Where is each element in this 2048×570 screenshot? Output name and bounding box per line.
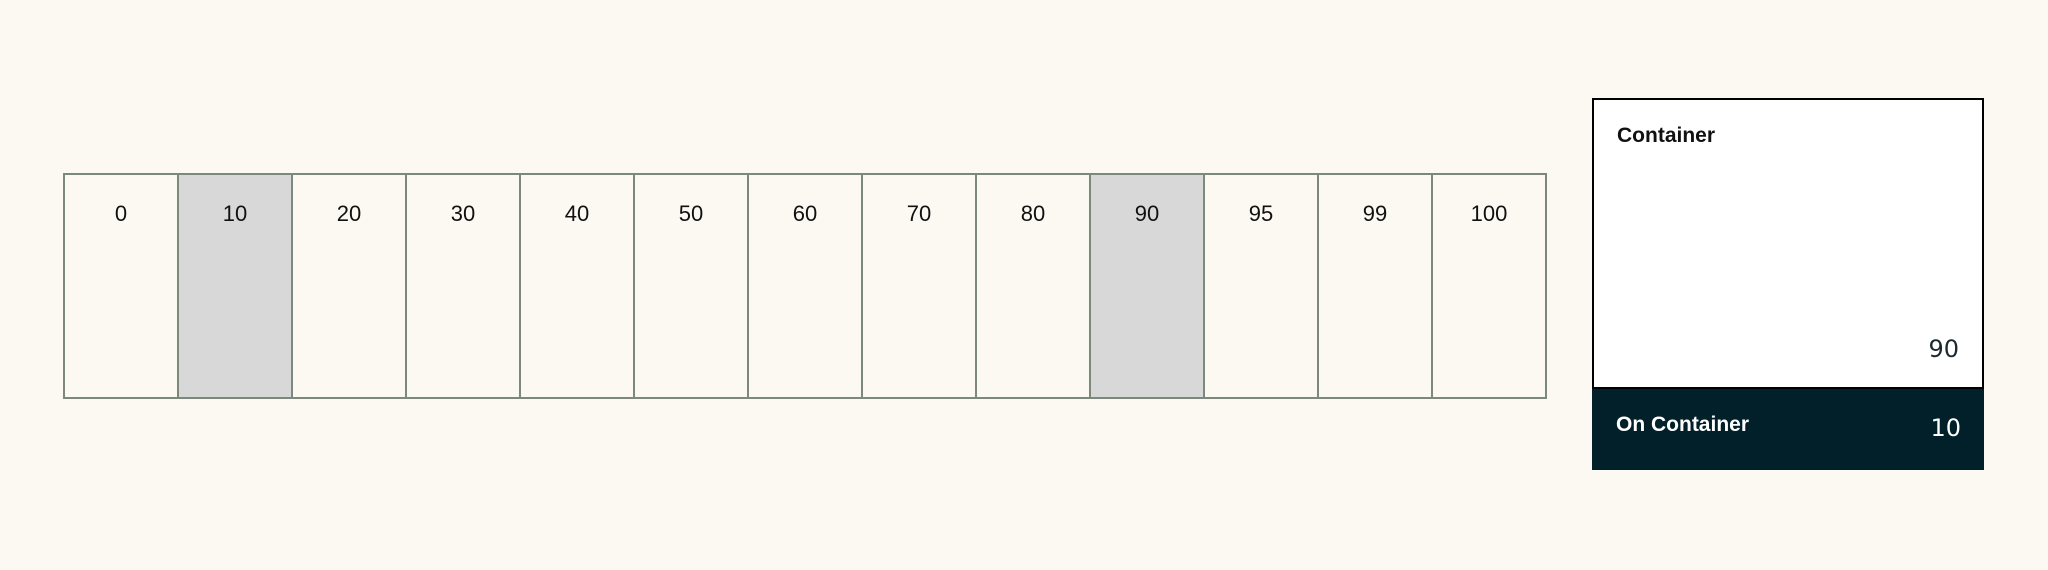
tone-label: 0 xyxy=(114,201,128,226)
tone-cell-30: 30 xyxy=(407,175,521,397)
tonal-scale-strip: 0 10 20 30 40 50 60 70 80 90 95 99 100 xyxy=(63,173,1547,399)
tone-label: 95 xyxy=(1248,201,1274,226)
color-role-panel: Container 90 On Container 10 xyxy=(1592,98,1984,470)
tone-cell-40: 40 xyxy=(521,175,635,397)
container-swatch: Container 90 xyxy=(1592,98,1984,389)
tone-cell-0: 0 xyxy=(65,175,179,397)
tone-cell-100: 100 xyxy=(1433,175,1545,397)
tone-label: 10 xyxy=(222,201,248,226)
on-container-tone-value: 10 xyxy=(1930,414,1961,442)
tone-label: 60 xyxy=(792,201,818,226)
tone-cell-90: 90 xyxy=(1091,175,1205,397)
tone-cell-70: 70 xyxy=(863,175,977,397)
tone-cell-50: 50 xyxy=(635,175,749,397)
tone-cell-20: 20 xyxy=(293,175,407,397)
tone-label: 90 xyxy=(1134,201,1160,226)
container-tone-value: 90 xyxy=(1928,335,1959,363)
on-container-label: On Container xyxy=(1616,413,1750,436)
tone-cell-99: 99 xyxy=(1319,175,1433,397)
tone-label: 70 xyxy=(906,201,932,226)
tone-label: 30 xyxy=(450,201,476,226)
tone-cell-80: 80 xyxy=(977,175,1091,397)
container-label: Container xyxy=(1617,124,1716,147)
tone-label: 20 xyxy=(336,201,362,226)
tone-label: 80 xyxy=(1020,201,1046,226)
on-container-swatch: On Container 10 xyxy=(1592,389,1984,470)
tone-cell-60: 60 xyxy=(749,175,863,397)
tone-label: 100 xyxy=(1470,201,1508,226)
tone-label: 99 xyxy=(1362,201,1388,226)
tone-label: 40 xyxy=(564,201,590,226)
tone-label: 50 xyxy=(678,201,704,226)
tone-cell-10: 10 xyxy=(179,175,293,397)
tone-cell-95: 95 xyxy=(1205,175,1319,397)
